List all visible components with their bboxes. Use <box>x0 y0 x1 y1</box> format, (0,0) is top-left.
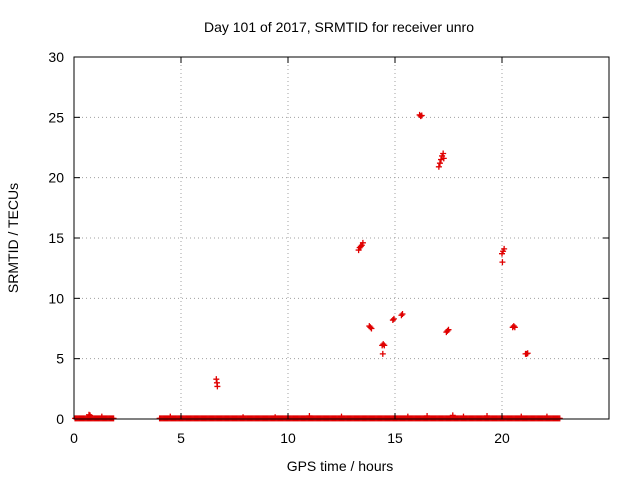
x-tick-label: 10 <box>280 430 296 446</box>
axis-ticks: 0 5 10 15 20 0 5 10 15 20 25 30 <box>48 49 609 446</box>
x-axis-label: GPS time / hours <box>287 458 394 474</box>
grid-lines <box>74 57 609 419</box>
y-tick-label: 15 <box>48 230 64 246</box>
y-tick-label: 25 <box>48 109 64 125</box>
x-tick-label: 20 <box>494 430 510 446</box>
data-point <box>484 412 491 419</box>
data-point <box>436 160 443 167</box>
y-axis-label: SRMTID / TECUs <box>5 183 21 293</box>
x-tick-label: 0 <box>70 430 78 446</box>
data-point <box>435 163 442 170</box>
data-point <box>511 324 518 331</box>
data-point <box>449 412 456 419</box>
data-point <box>214 383 221 390</box>
data-point <box>87 412 94 419</box>
data-point <box>444 327 451 334</box>
data-point <box>510 323 517 330</box>
data-points <box>72 111 563 422</box>
x-tick-label: 15 <box>387 430 403 446</box>
data-point <box>390 315 397 322</box>
y-tick-label: 30 <box>48 49 64 65</box>
y-tick-label: 20 <box>48 170 64 186</box>
data-point <box>380 341 387 348</box>
data-point <box>445 326 452 333</box>
data-point <box>524 350 531 357</box>
data-point <box>367 324 374 331</box>
chart-title: Day 101 of 2017, SRMTID for receiver unr… <box>204 19 474 35</box>
data-point <box>306 412 313 419</box>
data-point <box>399 311 406 318</box>
data-point <box>438 156 445 163</box>
x-tick-label: 5 <box>177 430 185 446</box>
data-point <box>379 350 386 357</box>
data-point <box>398 312 405 319</box>
y-tick-label: 0 <box>56 411 64 427</box>
data-point <box>389 317 396 324</box>
data-point <box>424 412 431 419</box>
data-point <box>368 325 375 332</box>
data-point <box>418 112 425 119</box>
baseline-point <box>556 415 563 422</box>
y-tick-label: 5 <box>56 351 64 367</box>
data-point <box>440 155 447 162</box>
baseline-point <box>110 415 117 422</box>
data-point <box>381 342 388 349</box>
data-point <box>501 245 508 252</box>
data-point <box>357 243 364 250</box>
y-tick-label: 10 <box>48 290 64 306</box>
data-point <box>499 259 506 266</box>
data-point <box>359 239 366 246</box>
